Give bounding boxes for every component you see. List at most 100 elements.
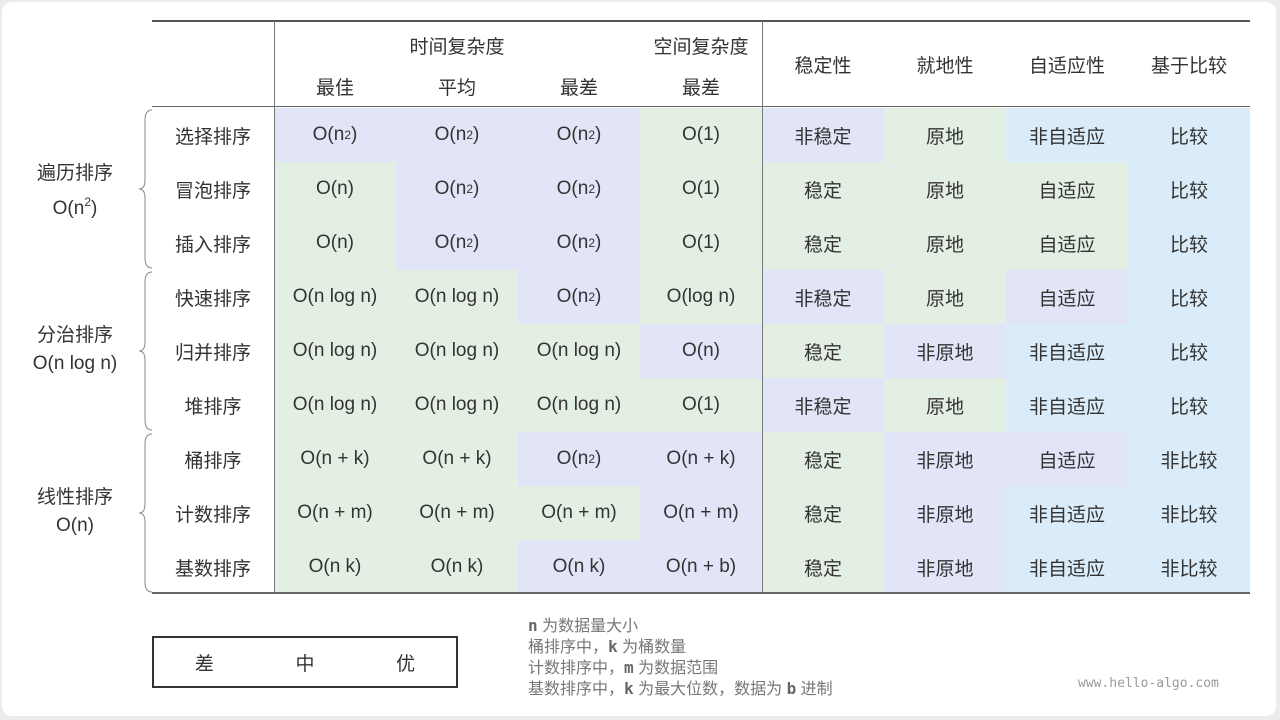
table-cell: O(1) <box>640 216 762 270</box>
table-cell: 原地 <box>884 216 1006 270</box>
table-cell: O(n 2) <box>518 216 640 270</box>
brace-linear <box>138 433 153 593</box>
row-label: 选择排序 <box>174 126 251 148</box>
table-cell: 稳定 <box>762 432 884 486</box>
table-cell: 稳定 <box>762 216 884 270</box>
table-cell: 非比较 <box>1128 432 1250 486</box>
header-time-complexity: 时间复杂度 <box>409 36 505 58</box>
header-rule <box>152 106 1250 107</box>
table-cell: 非比较 <box>1128 486 1250 540</box>
table-cell: 非自适应 <box>1006 324 1128 378</box>
table-cell: O(n 2) <box>518 108 640 162</box>
legend: 差 中 优 <box>152 636 458 688</box>
row-label: 插入排序 <box>174 234 251 256</box>
table-cell: O(n log n) <box>396 324 518 378</box>
row-label: 归并排序 <box>174 342 251 364</box>
column-divider <box>762 21 763 593</box>
row-label: 基数排序 <box>174 558 251 580</box>
table-cell: 比较 <box>1128 216 1250 270</box>
note-k-bucket: 桶排序中，k 为桶数量 <box>528 637 687 656</box>
table-cell: O(n 2) <box>396 108 518 162</box>
table-cell: O(n k) <box>396 540 518 594</box>
table-cell: O(1) <box>640 162 762 216</box>
table-cell: 自适应 <box>1006 216 1128 270</box>
table-cell: O(n k) <box>274 540 396 594</box>
table-cell: O(n log n) <box>274 324 396 378</box>
table-cell: O(n + k) <box>640 432 762 486</box>
header-space-complexity: 空间复杂度 <box>653 36 749 58</box>
table-cell: 自适应 <box>1006 162 1128 216</box>
table-cell: 稳定 <box>762 486 884 540</box>
table-cell: 比较 <box>1128 108 1250 162</box>
table-cell: 原地 <box>884 270 1006 324</box>
legend-medium: 中 <box>295 653 315 675</box>
group-name: 线性排序 <box>36 487 113 508</box>
note-m: 计数排序中，m 为数据范围 <box>528 658 719 677</box>
table-cell: 非自适应 <box>1006 108 1128 162</box>
table-cell: O(n + b) <box>640 540 762 594</box>
table-cell: O(n) <box>640 324 762 378</box>
bottom-rule <box>152 592 1250 594</box>
header-sub: 最佳 <box>315 77 354 99</box>
table-cell: 非自适应 <box>1006 486 1128 540</box>
table-cell: O(log n) <box>640 270 762 324</box>
table-cell: 比较 <box>1128 324 1250 378</box>
table-cell: O(n + m) <box>640 486 762 540</box>
table-cell: O(n 2) <box>518 270 640 324</box>
header-prop: 基于比较 <box>1150 55 1227 77</box>
table-cell: 原地 <box>884 108 1006 162</box>
row-label: 桶排序 <box>184 450 242 472</box>
table-cell: O(n + m) <box>274 486 396 540</box>
table-cell: 比较 <box>1128 270 1250 324</box>
header-prop: 自适应性 <box>1028 55 1105 77</box>
group-name: 遍历排序 <box>36 163 113 184</box>
table-cell: O(n 2) <box>518 432 640 486</box>
legend-good: 优 <box>396 653 416 675</box>
table-cell: 原地 <box>884 378 1006 432</box>
table-cell: 原地 <box>884 162 1006 216</box>
table-cell: 非稳定 <box>762 270 884 324</box>
table-cell: 稳定 <box>762 162 884 216</box>
brace-divide-conquer <box>138 271 153 431</box>
table-cell: 非比较 <box>1128 540 1250 594</box>
row-label: 计数排序 <box>174 504 251 526</box>
table-cell: O(n + m) <box>518 486 640 540</box>
table-cell: 非原地 <box>884 432 1006 486</box>
table-cell: O(n log n) <box>274 270 396 324</box>
group-complexity: O(n log n) <box>32 353 118 374</box>
table-cell: 稳定 <box>762 540 884 594</box>
header-sub: 最差 <box>681 77 720 99</box>
header-sub: 平均 <box>437 77 476 99</box>
table-cell: 稳定 <box>762 324 884 378</box>
group-complexity: O(n2) <box>52 195 98 219</box>
note-k-radix: 基数排序中，k 为最大位数，数据为 b 进制 <box>528 679 833 698</box>
table-cell: O(n + m) <box>396 486 518 540</box>
table-cell: 自适应 <box>1006 270 1128 324</box>
table-cell: 非原地 <box>884 486 1006 540</box>
row-label: 冒泡排序 <box>174 180 251 202</box>
table-cell: O(1) <box>640 108 762 162</box>
table-cell: O(n + k) <box>396 432 518 486</box>
table-cell: O(n) <box>274 162 396 216</box>
notes: n 为数据量大小 桶排序中，k 为桶数量 计数排序中，m 为数据范围 基数排序中… <box>528 616 833 700</box>
group-complexity: O(n) <box>56 515 94 536</box>
table-cell: O(n 2) <box>396 162 518 216</box>
table-cell: O(n 2) <box>274 108 396 162</box>
table-cell: 非自适应 <box>1006 540 1128 594</box>
table-cell: O(n k) <box>518 540 640 594</box>
table-cell: O(n 2) <box>518 162 640 216</box>
table-cell: 比较 <box>1128 378 1250 432</box>
header-prop: 稳定性 <box>794 55 852 77</box>
table-cell: O(n log n) <box>518 378 640 432</box>
table-cell: O(1) <box>640 378 762 432</box>
table-cell: 非原地 <box>884 540 1006 594</box>
brace-traversal <box>138 109 153 269</box>
table-cell: O(n log n) <box>396 270 518 324</box>
group-label: 线性排序 O(n) <box>10 484 140 540</box>
table-cell: O(n) <box>274 216 396 270</box>
table-cell: O(n log n) <box>518 324 640 378</box>
column-divider <box>274 21 275 593</box>
header-sub: 最差 <box>559 77 598 99</box>
group-label: 分治排序 O(n log n) <box>10 322 140 378</box>
